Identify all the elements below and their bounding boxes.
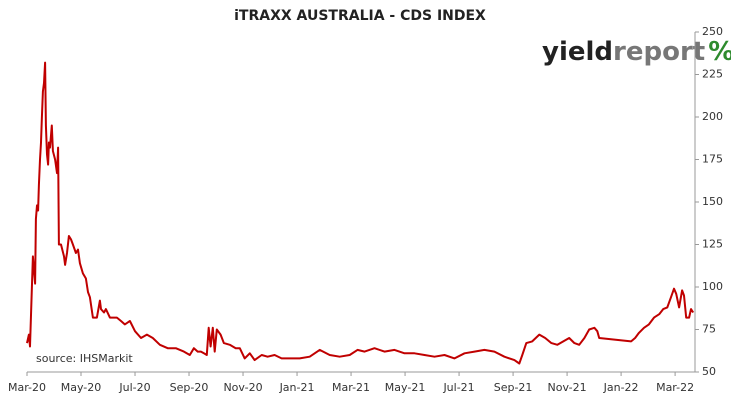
x-tick-label: May-21 (385, 381, 426, 394)
y-tick-label: 125 (702, 238, 723, 251)
logo-report: report (613, 37, 705, 67)
x-tick-label: May-20 (61, 381, 102, 394)
x-tick-label: Mar-22 (656, 381, 694, 394)
y-tick-label: 75 (702, 323, 716, 336)
y-tick-label: 150 (702, 195, 723, 208)
y-tick-label: 50 (702, 365, 716, 378)
x-tick-label: Sep-21 (494, 381, 533, 394)
y-tick-label: 100 (702, 280, 723, 293)
x-tick-label: Sep-20 (170, 381, 209, 394)
logo: yieldreport% (542, 37, 731, 67)
logo-symbol: % (708, 37, 731, 67)
x-tick-label: Jul-21 (442, 381, 474, 394)
y-tick-label: 225 (702, 68, 723, 81)
x-tick-label: Mar-21 (332, 381, 370, 394)
y-tick-label: 200 (702, 110, 723, 123)
x-tick-label: Mar-20 (8, 381, 46, 394)
x-tick-label: Jan-21 (279, 381, 315, 394)
chart-title: iTRAXX AUSTRALIA - CDS INDEX (234, 8, 486, 24)
x-tick-label: Jan-22 (603, 381, 639, 394)
y-tick-label: 250 (702, 25, 723, 38)
source-note: source: IHSMarkit (36, 352, 133, 365)
line-series (26, 61, 695, 365)
x-tick-label: Jul-20 (118, 381, 150, 394)
x-tick-label: Nov-21 (548, 381, 587, 394)
y-tick-label: 175 (702, 153, 723, 166)
x-tick-label: Nov-20 (223, 381, 262, 394)
logo-yield: yield (542, 37, 613, 67)
